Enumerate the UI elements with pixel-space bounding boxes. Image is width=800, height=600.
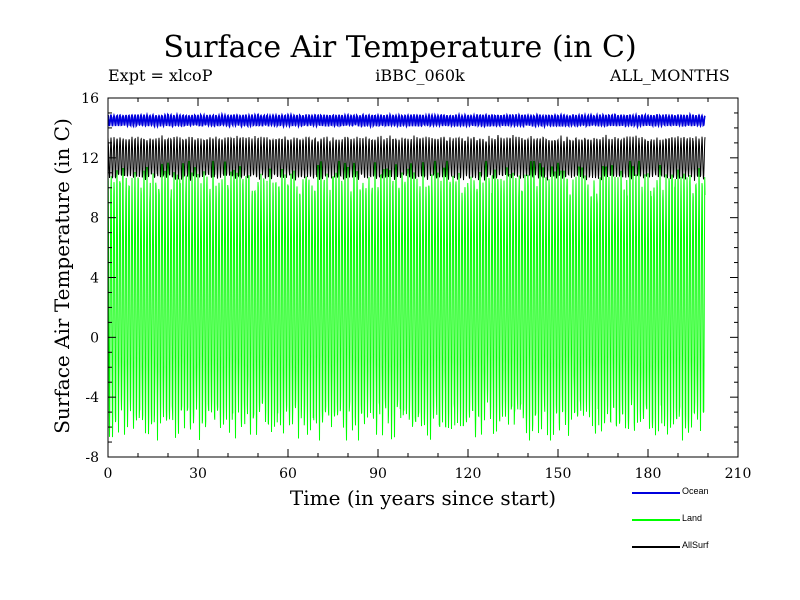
y-tick-label: -4 — [85, 390, 99, 406]
legend-label-ocean: Ocean — [682, 486, 709, 496]
legend-label-land: Land — [682, 513, 703, 523]
x-tick-label: 210 — [725, 466, 752, 482]
y-tick-label: -8 — [85, 450, 99, 466]
y-tick-label: 0 — [90, 330, 99, 346]
x-tick-label: 60 — [279, 466, 297, 482]
legend-label-allsurf: AllSurf — [682, 540, 709, 550]
legend-item-land: Land — [632, 513, 752, 527]
x-tick-label: 0 — [104, 466, 113, 482]
y-tick-label: 8 — [90, 211, 99, 227]
series-line-ocean — [107, 111, 706, 130]
x-tick-label: 90 — [369, 466, 387, 482]
period-label: ALL_MONTHS — [610, 66, 730, 85]
legend-swatch-ocean — [632, 492, 680, 494]
y-tick-label: 16 — [81, 91, 99, 107]
legend-swatch-allsurf — [632, 546, 680, 548]
y-tick-label: 4 — [90, 271, 99, 287]
legend-swatch-land — [632, 519, 680, 521]
experiment-label: Expt = xlcoP — [108, 66, 213, 85]
series-line-allsurf — [107, 134, 706, 181]
chart-subtitle: iBBC_060k — [375, 66, 465, 85]
x-tick-label: 150 — [545, 466, 572, 482]
x-tick-label: 120 — [455, 466, 482, 482]
x-axis-label: Time (in years since start) — [289, 486, 557, 510]
chart-title: Surface Air Temperature (in C) — [163, 30, 637, 65]
x-tick-label: 180 — [635, 466, 662, 482]
series-layer — [107, 111, 706, 441]
y-axis-label: Surface Air Temperature (in C) — [50, 118, 74, 434]
legend-item-allsurf: AllSurf — [632, 540, 752, 554]
legend-item-ocean: Ocean — [632, 486, 752, 500]
y-tick-label: 12 — [81, 151, 99, 167]
series-line-land — [107, 160, 706, 441]
ticks-layer: 0 30 60 90 120 150 180 210 -8 -4 0 4 8 12 16 — [81, 91, 751, 482]
x-tick-label: 30 — [189, 466, 207, 482]
